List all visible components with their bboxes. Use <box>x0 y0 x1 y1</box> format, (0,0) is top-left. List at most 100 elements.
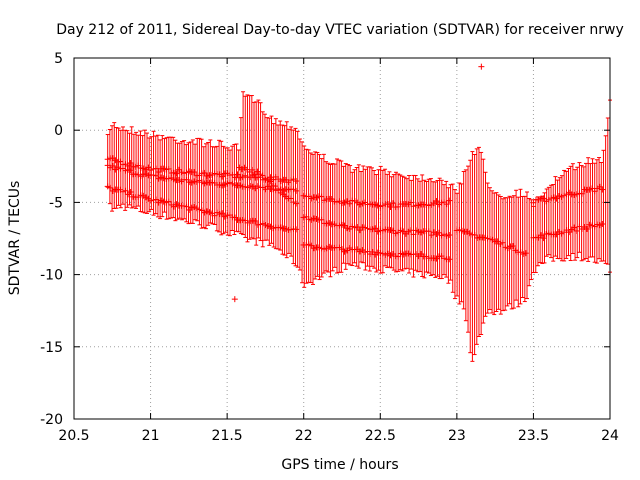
data-point <box>369 248 376 255</box>
x-tick-label: 20.5 <box>58 428 89 444</box>
data-point <box>474 234 481 241</box>
data-point <box>458 227 465 234</box>
data-point <box>548 195 555 202</box>
data-point <box>395 203 402 210</box>
data-point <box>135 162 142 169</box>
data-point <box>318 193 325 200</box>
data-point <box>328 196 335 203</box>
data-point <box>201 169 208 176</box>
x-tick-label: 21 <box>142 428 160 444</box>
data-point <box>165 175 172 182</box>
data-point <box>191 204 198 211</box>
data-point <box>326 220 333 227</box>
data-point <box>356 201 363 208</box>
y-tick-label: -15 <box>40 340 63 356</box>
data-point <box>323 220 330 227</box>
data-point <box>300 214 307 221</box>
data-point <box>374 228 381 235</box>
data-point <box>387 227 394 234</box>
data-point <box>341 248 348 255</box>
data-point <box>415 202 422 209</box>
x-tick-label: 22 <box>295 428 313 444</box>
data-point <box>267 178 274 185</box>
data-point <box>481 234 488 241</box>
data-point <box>522 250 529 257</box>
data-point <box>293 200 300 207</box>
data-point <box>170 203 177 210</box>
data-point <box>364 225 371 232</box>
data-point <box>219 210 226 217</box>
data-point <box>563 191 570 198</box>
data-point <box>323 245 330 252</box>
data-point <box>163 199 170 206</box>
data-point <box>410 203 417 210</box>
data-point <box>466 230 473 237</box>
data-point <box>125 162 132 169</box>
data-point <box>377 249 384 256</box>
data-point <box>287 195 294 202</box>
data-point <box>349 197 356 204</box>
data-point <box>188 179 195 186</box>
data-point <box>566 229 573 236</box>
data-point <box>267 223 274 230</box>
data-point <box>308 216 315 223</box>
data-point <box>333 199 340 206</box>
data-point <box>173 170 180 177</box>
data-point <box>163 166 170 173</box>
data-point <box>321 197 328 204</box>
data-point <box>308 195 315 202</box>
data-point <box>191 169 198 176</box>
data-point <box>446 197 453 204</box>
data-point <box>494 238 501 245</box>
data-point <box>326 243 333 250</box>
data-point <box>545 230 552 237</box>
data-point <box>186 179 193 186</box>
data-point <box>203 208 210 215</box>
data-point <box>308 242 315 249</box>
data-point <box>413 227 420 234</box>
data-point <box>137 192 144 199</box>
data-point <box>234 171 241 178</box>
data-point <box>339 246 345 253</box>
data-point <box>571 224 578 231</box>
data-point <box>433 198 440 205</box>
data-point <box>313 215 320 222</box>
data-point <box>487 236 494 243</box>
data-point <box>272 183 279 190</box>
data-point <box>428 232 435 239</box>
data-point <box>407 199 414 206</box>
y-tick-label: -20 <box>40 412 63 428</box>
data-point <box>438 232 445 239</box>
data-point <box>155 175 162 182</box>
x-tick-label: 22.5 <box>365 428 396 444</box>
data-point <box>446 232 453 239</box>
data-point <box>433 231 440 238</box>
data-point <box>293 187 300 194</box>
data-point <box>573 227 580 234</box>
data-point <box>265 223 272 230</box>
data-point <box>277 224 284 231</box>
data-point <box>456 226 463 233</box>
outlier-point <box>478 63 485 70</box>
data-point <box>356 227 363 234</box>
data-point <box>229 180 236 187</box>
data-point <box>259 220 266 227</box>
data-point <box>293 226 300 233</box>
data-point <box>216 211 223 218</box>
data-point <box>392 230 399 237</box>
data-point <box>390 227 397 234</box>
data-point <box>257 221 264 228</box>
data-point <box>270 225 277 232</box>
data-point <box>584 225 591 232</box>
data-point <box>484 235 491 242</box>
data-point <box>206 209 213 216</box>
data-point <box>160 165 167 172</box>
data-point <box>443 201 450 208</box>
data-point <box>336 222 343 229</box>
data-point <box>395 253 402 260</box>
y-tick-label: 0 <box>54 123 63 139</box>
data-point <box>349 223 356 230</box>
data-point <box>303 241 310 248</box>
y-tick-label: -5 <box>49 195 63 211</box>
